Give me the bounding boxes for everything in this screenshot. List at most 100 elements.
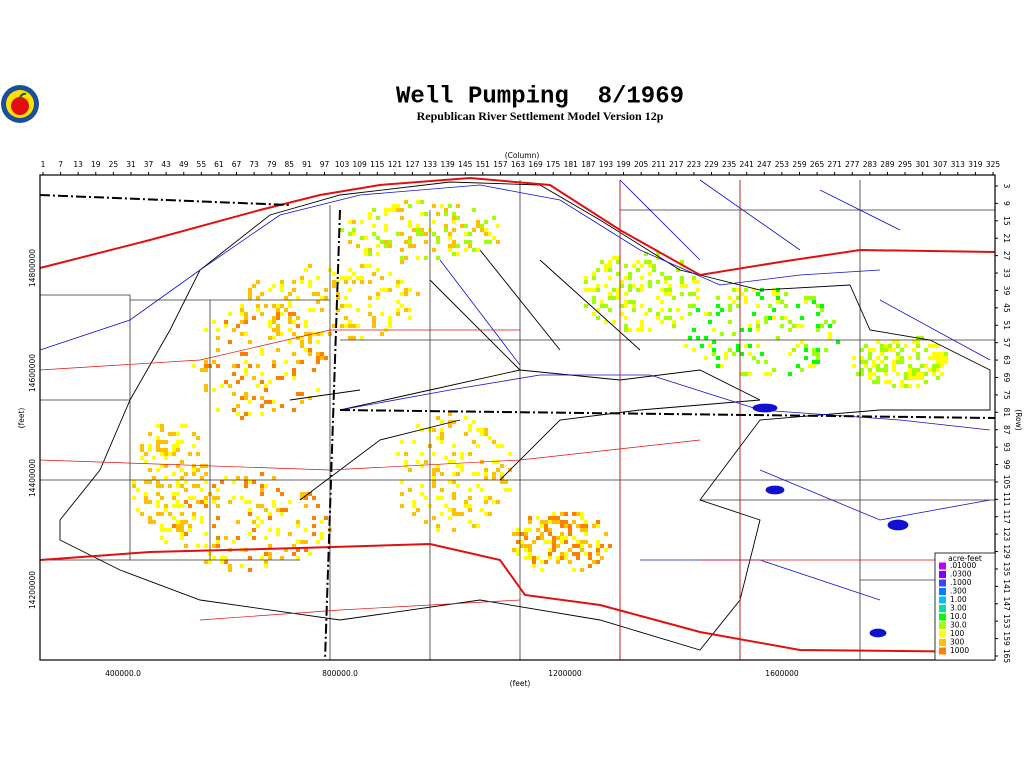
pumping-cell (804, 348, 808, 352)
column-tick-label: 109 (353, 160, 368, 169)
pumping-cell (436, 436, 440, 440)
pumping-cell (512, 548, 516, 552)
pumping-cell (608, 260, 612, 264)
pumping-cell (252, 316, 256, 320)
pumping-cell (660, 288, 664, 292)
pumping-cell (628, 284, 632, 288)
pumping-cell (540, 520, 544, 524)
column-tick-label: 13 (73, 160, 83, 169)
pumping-cell (244, 332, 248, 336)
pumping-cell (292, 288, 296, 292)
pumping-cell (720, 308, 724, 312)
pumping-cell (596, 268, 600, 272)
legend-label: 10.0 (950, 612, 967, 621)
pumping-cell (160, 448, 164, 452)
pumping-cell (452, 252, 456, 256)
pumping-cell (556, 556, 560, 560)
pumping-cell (372, 232, 376, 236)
pumping-cell (692, 348, 696, 352)
pumping-cell (648, 264, 652, 268)
pumping-cell (244, 352, 248, 356)
pumping-cell (612, 296, 616, 300)
pumping-cell (312, 516, 316, 520)
pumping-cell (500, 444, 504, 448)
pumping-cell (572, 520, 576, 524)
row-tick-label: 87 (1002, 425, 1011, 435)
pumping-cell (440, 472, 444, 476)
pumping-cell (400, 256, 404, 260)
pumping-cell (412, 228, 416, 232)
pumping-cell (484, 512, 488, 516)
pumping-cell (768, 316, 772, 320)
pumping-cell (876, 380, 880, 384)
pumping-cell (752, 288, 756, 292)
pumping-cell (348, 324, 352, 328)
pumping-cell (408, 244, 412, 248)
pumping-cell (244, 500, 248, 504)
pumping-cell (380, 312, 384, 316)
pumping-cell (348, 240, 352, 244)
pumping-cell (688, 336, 692, 340)
pumping-cell (472, 228, 476, 232)
pumping-cell (204, 368, 208, 372)
pumping-cell (160, 464, 164, 468)
pumping-cell (820, 324, 824, 328)
legend-label: 300 (950, 638, 965, 647)
pumping-cell (584, 276, 588, 280)
pumping-cell (148, 520, 152, 524)
pumping-cell (736, 304, 740, 308)
pumping-cell (164, 508, 168, 512)
pumping-cell (256, 308, 260, 312)
pumping-cell (580, 516, 584, 520)
pumping-cell (516, 548, 520, 552)
pumping-cell (772, 308, 776, 312)
pumping-cell (176, 448, 180, 452)
pumping-cell (304, 268, 308, 272)
pumping-cell (912, 368, 916, 372)
pumping-cell (432, 480, 436, 484)
column-tick-label: 169 (528, 160, 543, 169)
pumping-cell (464, 500, 468, 504)
pumping-cell (820, 308, 824, 312)
pumping-cell (288, 300, 292, 304)
pumping-cell (352, 336, 356, 340)
pumping-cell (260, 372, 264, 376)
pumping-cell (564, 512, 568, 516)
pumping-cell (492, 440, 496, 444)
pumping-cell (244, 316, 248, 320)
pumping-cell (880, 360, 884, 364)
pumping-cell (172, 472, 176, 476)
pumping-cell (452, 472, 456, 476)
pumping-cell (460, 456, 464, 460)
pumping-cell (136, 488, 140, 492)
legend-swatch (939, 571, 946, 578)
pumping-cell (584, 532, 588, 536)
pumping-cell (488, 232, 492, 236)
pumping-cell (520, 544, 524, 548)
pumping-cell (276, 308, 280, 312)
pumping-cell (452, 444, 456, 448)
pumping-cell (160, 484, 164, 488)
row-tick-label: 63 (1002, 355, 1011, 365)
pumping-cell (596, 316, 600, 320)
pumping-cell (700, 344, 704, 348)
pumping-cell (284, 360, 288, 364)
pumping-cell (268, 336, 272, 340)
pumping-cell (164, 476, 168, 480)
pumping-cell (324, 296, 328, 300)
column-title: (Column) (505, 151, 540, 160)
pumping-cell (920, 372, 924, 376)
pumping-cell (528, 528, 532, 532)
pumping-cell (872, 380, 876, 384)
pumping-cell (496, 460, 500, 464)
pumping-cell (268, 528, 272, 532)
pumping-cell (252, 284, 256, 288)
pumping-cell (392, 208, 396, 212)
column-tick-label: 163 (511, 160, 526, 169)
pumping-cell (748, 324, 752, 328)
pumping-cell (800, 368, 804, 372)
row-tick-label: 159 (1002, 631, 1011, 646)
pumping-cell (432, 248, 436, 252)
pumping-cell (712, 340, 716, 344)
pumping-cell (264, 564, 268, 568)
